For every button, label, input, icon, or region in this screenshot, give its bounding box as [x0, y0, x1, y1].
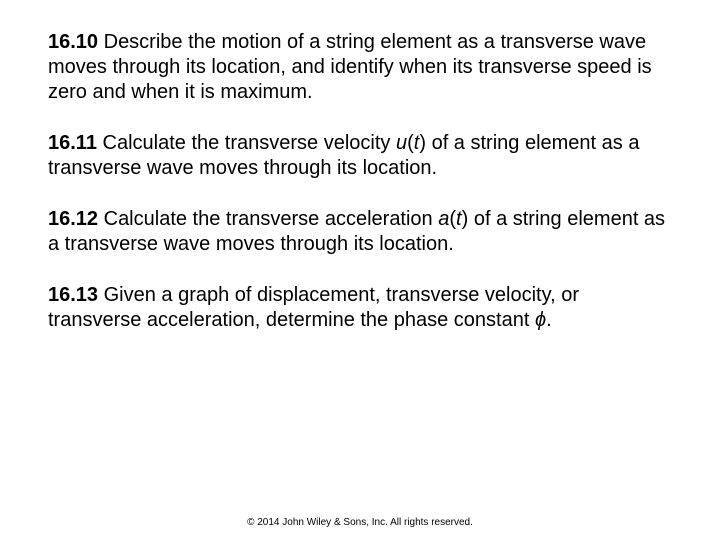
objective-text-pre: Given a graph of displacement, transvers…	[48, 284, 579, 331]
copyright-footer: © 2014 John Wiley & Sons, Inc. All right…	[0, 517, 720, 528]
objective-text-pre: Calculate the transverse velocity	[97, 132, 396, 154]
arg-close: )	[419, 132, 426, 154]
variable: a	[438, 208, 449, 230]
objective-text-post: .	[546, 309, 552, 331]
objective-item: 16.13 Given a graph of displacement, tra…	[48, 283, 672, 333]
variable: ϕ	[535, 309, 546, 331]
objective-number: 16.11	[48, 132, 97, 154]
objective-number: 16.12	[48, 208, 98, 230]
variable: u	[396, 132, 407, 154]
objective-item: 16.11 Calculate the transverse velocity …	[48, 131, 672, 181]
objective-text-pre: Calculate the transverse acceleration	[98, 208, 438, 230]
objective-item: 16.10 Describe the motion of a string el…	[48, 30, 672, 105]
arg-open: (	[407, 132, 414, 154]
objective-number: 16.10	[48, 31, 98, 53]
objective-item: 16.12 Calculate the transverse accelerat…	[48, 207, 672, 257]
slide-page: 16.10 Describe the motion of a string el…	[0, 0, 720, 540]
objective-number: 16.13	[48, 284, 98, 306]
objective-text: Describe the motion of a string element …	[48, 31, 652, 103]
